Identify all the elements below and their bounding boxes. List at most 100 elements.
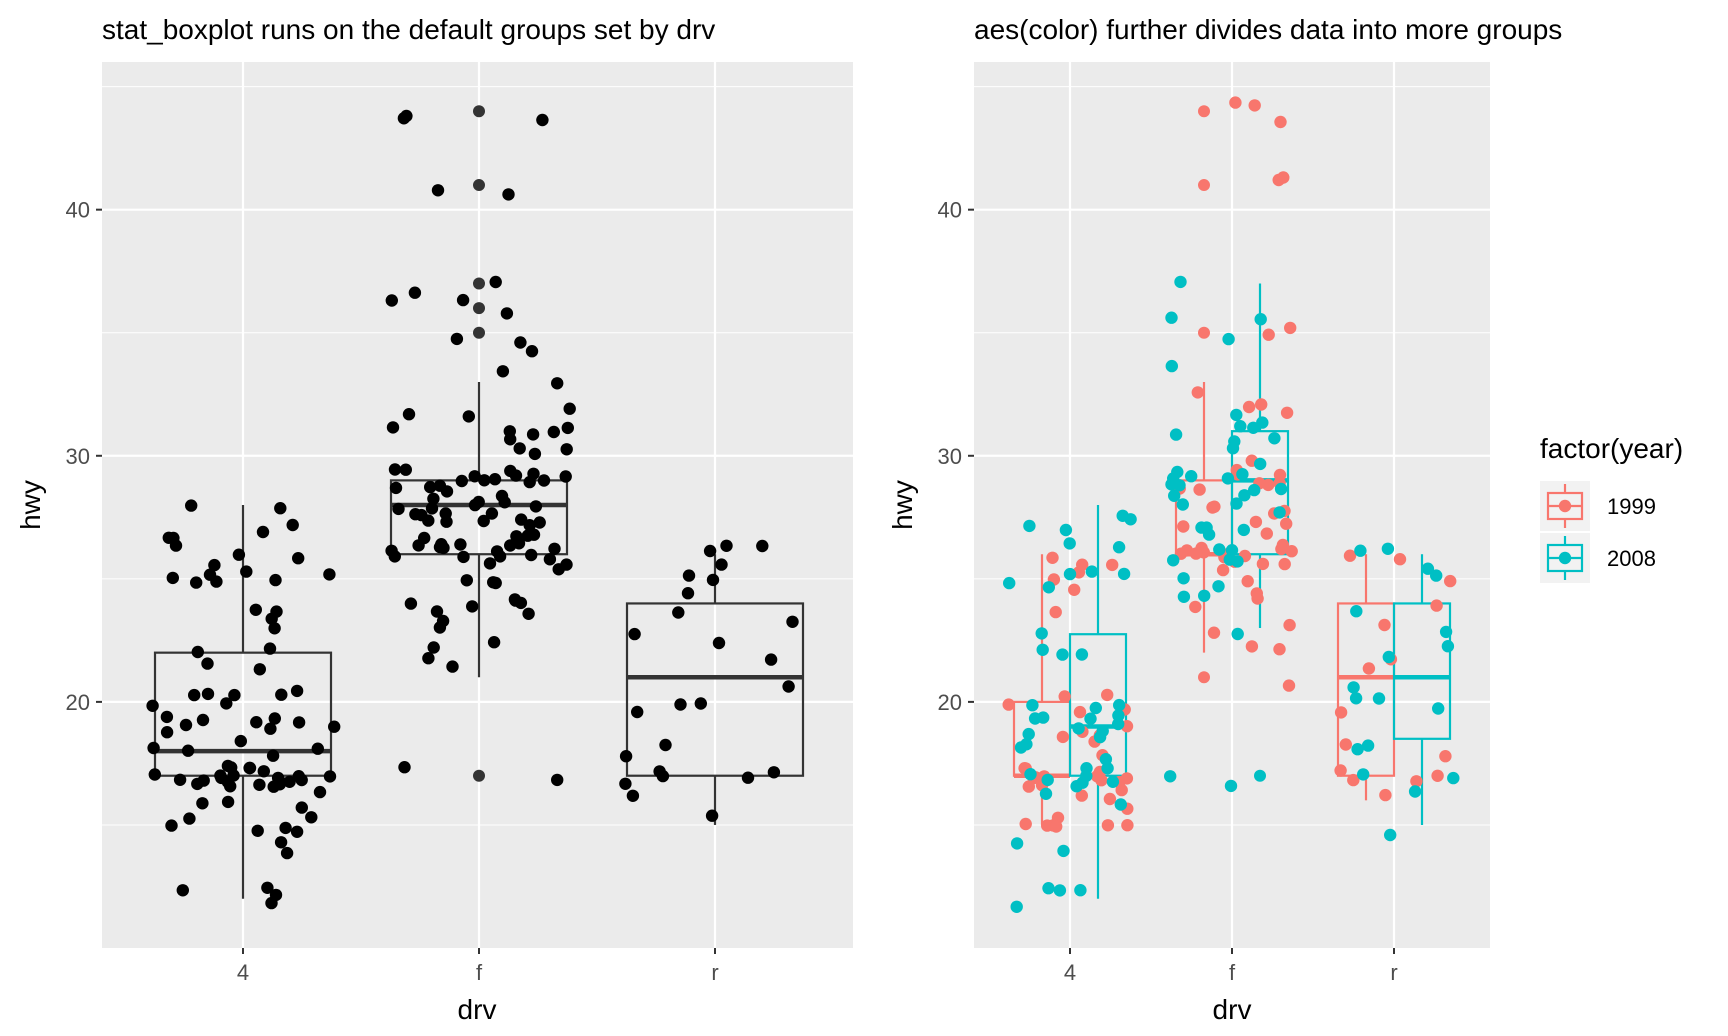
right-point-f-1999: [1189, 547, 1203, 560]
left-point-f: [502, 188, 515, 201]
left-point-4: [221, 795, 235, 809]
left-point-f: [472, 495, 485, 509]
legend-key-2008: 2008: [1540, 533, 1656, 583]
right-point-f-2008: [1167, 554, 1180, 567]
right-point-f-2008: [1198, 589, 1211, 602]
right-point-4-2008: [1041, 773, 1054, 787]
box-iqr: [1230, 430, 1290, 556]
box-outlier: [473, 277, 485, 290]
right-point-4-2008: [1084, 712, 1097, 725]
left-point-f: [424, 480, 437, 494]
right-point-f-2008: [1234, 420, 1247, 433]
right-point-4-2008: [1096, 724, 1109, 738]
right-point-4-2008: [1113, 698, 1126, 712]
right-point-4-2008: [1080, 762, 1093, 775]
legend-label-2008: 2008: [1607, 546, 1656, 571]
right-x-tick-label: 4: [1064, 960, 1076, 985]
left-point-f: [523, 519, 536, 532]
left-point-4: [190, 576, 203, 589]
left-point-4: [257, 765, 270, 778]
left-point-r: [705, 809, 719, 822]
left-point-f: [457, 550, 470, 564]
right-point-f-1999: [1245, 640, 1259, 653]
right-point-4-2008: [1117, 567, 1131, 581]
left-point-f: [525, 345, 539, 358]
right-point-f-2008: [1177, 572, 1190, 585]
left-point-4: [146, 699, 159, 712]
right-point-4-2008: [1053, 884, 1067, 897]
right-point-4-2008: [1075, 648, 1089, 661]
right-point-r-2008: [1384, 828, 1397, 842]
right-point-r-2008: [1372, 692, 1386, 705]
left-point-f: [528, 447, 542, 461]
left-point-f: [561, 421, 574, 435]
left-y-tick-label: 40: [66, 198, 90, 223]
right-point-4-2008: [1042, 882, 1055, 895]
left-point-r: [626, 789, 640, 802]
right-point-4-2008: [1059, 523, 1073, 537]
left-point-4: [173, 773, 187, 786]
left-point-4: [197, 774, 210, 787]
left-chart-title: stat_boxplot runs on the default groups …: [102, 14, 715, 45]
left-point-f: [504, 539, 517, 552]
left-point-4: [328, 720, 341, 733]
left-point-f: [514, 336, 527, 349]
left-point-4: [196, 797, 209, 810]
left-point-r: [767, 766, 781, 779]
right-y-tick-label: 40: [938, 198, 962, 223]
right-point-f-1999: [1191, 386, 1205, 399]
left-point-4: [279, 821, 292, 835]
left-point-f: [498, 496, 511, 509]
box-outlier: [1198, 326, 1210, 339]
right-point-r-1999: [1430, 599, 1443, 612]
left-point-f: [478, 474, 491, 487]
right-point-f-2008: [1237, 523, 1251, 537]
left-point-r: [656, 769, 670, 783]
right-point-f-2008: [1254, 457, 1267, 471]
left-point-4: [201, 687, 215, 701]
left-point-f: [496, 365, 510, 378]
left-point-r: [674, 698, 687, 711]
left-point-r: [764, 653, 778, 666]
right-point-f-2008: [1247, 421, 1260, 434]
right-point-4-2008: [1072, 722, 1085, 735]
left-x-tick-label: 4: [237, 960, 249, 985]
right-point-f-1999: [1285, 545, 1298, 558]
left-point-f: [551, 377, 564, 390]
right-point-r-1999: [1393, 553, 1407, 566]
right-point-r-2008: [1357, 768, 1370, 781]
right-point-4-2008: [1026, 699, 1039, 712]
left-point-f: [533, 516, 546, 529]
right-point-f-2008: [1165, 359, 1179, 373]
right-point-f-1999: [1274, 115, 1287, 129]
left-point-4: [275, 688, 288, 701]
right-point-f-1999: [1189, 600, 1202, 614]
left-point-4: [264, 722, 277, 735]
legend-key-point: [1558, 551, 1572, 565]
left-point-r: [659, 738, 672, 752]
box-outlier: [1254, 769, 1266, 782]
right-point-r-1999: [1334, 764, 1347, 777]
left-point-f: [450, 332, 464, 346]
left-point-f: [477, 514, 490, 528]
left-point-f: [455, 474, 468, 488]
box-outlier: [1198, 105, 1210, 118]
right-point-4-2008: [1056, 648, 1069, 661]
right-point-4-2008: [1114, 798, 1128, 811]
right-point-4-1999: [1002, 698, 1015, 711]
right-point-4-1999: [1049, 605, 1062, 619]
left-point-4: [269, 888, 283, 902]
right-point-4-1999: [1121, 819, 1134, 832]
right-point-r-2008: [1382, 650, 1396, 664]
right-point-4-1999: [1101, 819, 1115, 832]
left-point-4: [147, 741, 160, 755]
right-point-f-1999: [1208, 500, 1221, 513]
right-point-f-1999: [1229, 96, 1242, 109]
box-outlier: [473, 302, 485, 315]
left-point-f: [543, 553, 557, 566]
left-point-4: [179, 718, 193, 732]
right-point-4-1999: [1076, 558, 1089, 571]
right-point-f-2008: [1221, 472, 1235, 485]
right-point-r-2008: [1351, 743, 1364, 756]
left-point-f: [485, 507, 499, 520]
